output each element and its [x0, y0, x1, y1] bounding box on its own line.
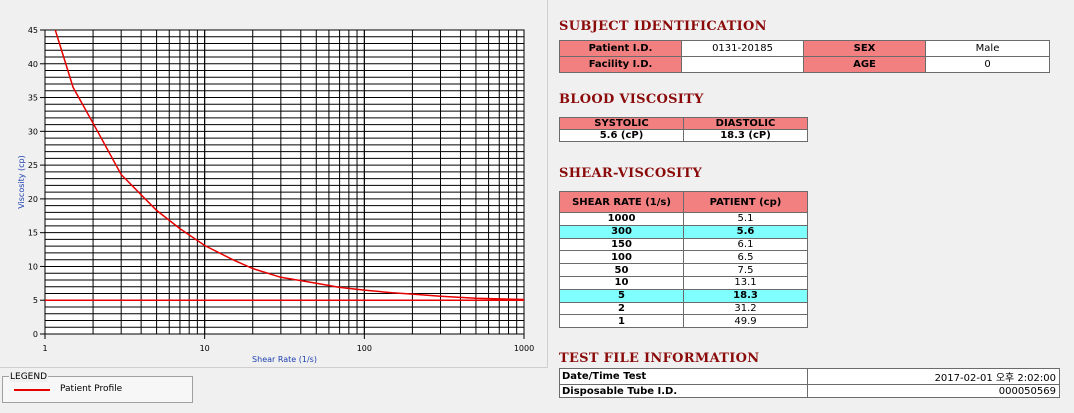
- sex-label: SEX: [803, 40, 926, 57]
- y-tick-label: 35: [28, 94, 38, 103]
- patient-cell: 5.1: [683, 212, 808, 226]
- y-axis-label: Viscosity (cp): [17, 155, 26, 209]
- patient-cell: 6.5: [683, 250, 808, 265]
- systolic-label: SYSTOLIC: [559, 117, 684, 130]
- table-row: 50 7.5: [559, 263, 808, 277]
- systolic-value: 5.6 (cP): [559, 129, 684, 142]
- shear-rate-cell: 5: [559, 288, 684, 303]
- y-tick-label: 30: [28, 127, 38, 136]
- patient-id-label: Patient I.D.: [559, 40, 682, 57]
- table-row: 2 31.2: [559, 301, 808, 316]
- shear-rate-column-header: SHEAR RATE (1/s): [559, 191, 684, 213]
- y-tick-label: 10: [28, 262, 38, 271]
- table-row-highlighted: 300 5.6: [559, 224, 808, 239]
- legend-line-swatch: [14, 389, 50, 391]
- x-tick-label: 100: [357, 344, 372, 353]
- shear-rate-cell: 300: [559, 224, 684, 239]
- x-axis-label: Shear Rate (1/s): [252, 355, 317, 364]
- patient-profile-line: [54, 30, 524, 301]
- shear-rate-cell: 50: [559, 263, 684, 277]
- sex-value: Male: [925, 40, 1050, 57]
- patient-column-header: PATIENT (cp): [683, 191, 808, 213]
- legend-title: LEGEND: [9, 372, 49, 382]
- patient-cell: 7.5: [683, 263, 808, 277]
- x-tick-label: 1: [42, 344, 47, 353]
- patient-cell: 49.9: [683, 314, 808, 329]
- shear-rate-cell: 1000: [559, 212, 684, 226]
- patient-cell: 5.6: [683, 224, 808, 239]
- patient-cell: 18.3: [683, 288, 808, 303]
- patient-cell: 31.2: [683, 301, 808, 316]
- diastolic-label: DIASTOLIC: [683, 117, 808, 130]
- shear-rate-cell: 100: [559, 250, 684, 265]
- age-label: AGE: [803, 56, 926, 73]
- blood-viscosity-table: SYSTOLIC DIASTOLIC 5.6 (cP) 18.3 (cP): [559, 117, 808, 142]
- subject-table: Patient I.D. 0131-20185 SEX Male Facilit…: [559, 40, 1050, 73]
- patient-id-value: 0131-20185: [681, 40, 804, 57]
- test-file-table: Date/Time Test 2017-02-01 오후 2:02:00 Dis…: [559, 368, 1060, 398]
- plot-area: [44, 29, 525, 335]
- x-tick-label: 10: [200, 344, 210, 353]
- shear-rate-cell: 10: [559, 275, 684, 290]
- patient-cell: 6.1: [683, 237, 808, 252]
- table-row: 1 49.9: [559, 314, 808, 329]
- table-row: 1000 5.1: [559, 212, 808, 226]
- y-tick-label: 40: [28, 60, 38, 69]
- shear-viscosity-heading: SHEAR-VISCOSITY: [559, 166, 703, 181]
- y-tick-label: 0: [33, 330, 38, 339]
- y-tick-label: 5: [33, 296, 38, 305]
- blood-viscosity-heading: BLOOD VISCOSITY: [559, 92, 704, 107]
- y-tick-label: 20: [28, 195, 38, 204]
- diastolic-value: 18.3 (cP): [683, 129, 808, 142]
- y-tick-label: 25: [28, 161, 38, 170]
- y-tick-label: 45: [28, 26, 38, 35]
- facility-id-value: [681, 56, 804, 73]
- datetime-label: Date/Time Test: [559, 368, 808, 385]
- subject-heading: SUBJECT IDENTIFICATION: [559, 19, 767, 34]
- y-tick-label: 15: [28, 229, 38, 238]
- datetime-value: 2017-02-01 오후 2:02:00: [807, 368, 1060, 385]
- table-row: 10 13.1: [559, 275, 808, 290]
- table-row: 100 6.5: [559, 250, 808, 265]
- chart-panel: 0 5 10 15 20 25 30 35 40 45 1 10 100 1000 Shear Rate (…: [0, 0, 548, 368]
- table-row-highlighted: 5 18.3: [559, 288, 808, 303]
- tube-id-label: Disposable Tube I.D.: [559, 384, 808, 398]
- patient-cell: 13.1: [683, 275, 808, 290]
- age-value: 0: [925, 56, 1050, 73]
- legend-label: Patient Profile: [60, 384, 123, 394]
- test-file-heading: TEST FILE INFORMATION: [559, 351, 760, 366]
- shear-rate-cell: 150: [559, 237, 684, 252]
- facility-id-label: Facility I.D.: [559, 56, 682, 73]
- x-tick-label: 1000: [514, 344, 534, 353]
- table-row: 150 6.1: [559, 237, 808, 252]
- shear-rate-cell: 1: [559, 314, 684, 329]
- shear-viscosity-table: SHEAR RATE (1/s) PATIENT (cp) 1000 5.1 3…: [559, 191, 808, 329]
- viscosity-chart: 0 5 10 15 20 25 30 35 40 45 1 10 100 1000 Shear Rate (…: [17, 26, 534, 364]
- shear-rate-cell: 2: [559, 301, 684, 316]
- tube-id-value: 000050569: [807, 384, 1060, 398]
